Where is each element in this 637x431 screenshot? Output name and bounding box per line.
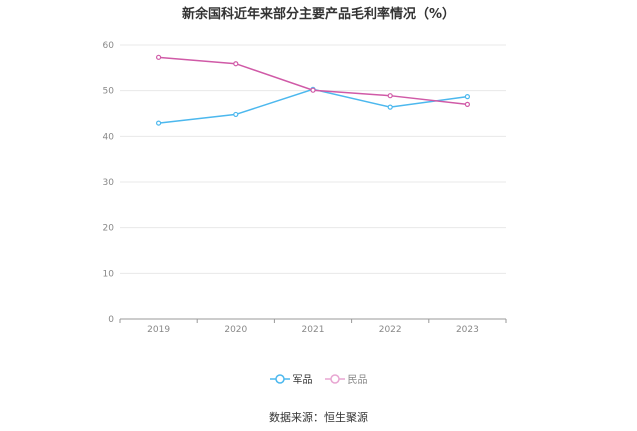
series-point-1 bbox=[464, 101, 470, 107]
x-tick-label: 2023 bbox=[456, 325, 479, 335]
series-point-0 bbox=[464, 94, 470, 100]
legend-label-junpin: 军品 bbox=[292, 375, 313, 386]
legend: 军品 民品 bbox=[0, 371, 637, 386]
series-point-1 bbox=[387, 93, 393, 99]
chart-title: 新余国科近年来部分主要产品毛利率情况（%） bbox=[181, 7, 456, 22]
series-line-0 bbox=[158, 88, 468, 124]
series-point-0 bbox=[387, 104, 393, 110]
legend-marker-minpin-icon bbox=[324, 373, 345, 384]
y-tick-label: 60 bbox=[103, 41, 115, 51]
x-tick-label: 2022 bbox=[379, 325, 402, 335]
y-tick-label: 50 bbox=[103, 87, 115, 97]
legend-item-junpin[interactable]: 军品 bbox=[269, 371, 313, 386]
series-point-1 bbox=[233, 61, 239, 67]
y-tick-label: 10 bbox=[103, 269, 115, 279]
legend-item-minpin[interactable]: 民品 bbox=[324, 371, 368, 386]
y-tick-label: 20 bbox=[103, 224, 115, 234]
x-tick-label: 2020 bbox=[224, 325, 247, 335]
y-tick-label: 0 bbox=[108, 315, 114, 325]
series-point-0 bbox=[233, 111, 239, 118]
series-point-1 bbox=[156, 54, 162, 60]
y-tick-label: 40 bbox=[103, 132, 115, 142]
series-line-1 bbox=[158, 56, 468, 106]
series-point-1 bbox=[310, 87, 316, 93]
source-note: 数据来源：恒生聚源 bbox=[269, 411, 368, 424]
series-point-0 bbox=[156, 120, 162, 126]
x-tick-label: 2021 bbox=[302, 325, 325, 335]
legend-label-minpin: 民品 bbox=[347, 375, 368, 386]
legend-marker-junpin-icon bbox=[269, 373, 290, 384]
y-tick-label: 30 bbox=[103, 178, 115, 188]
x-tick-label: 2019 bbox=[147, 325, 170, 335]
